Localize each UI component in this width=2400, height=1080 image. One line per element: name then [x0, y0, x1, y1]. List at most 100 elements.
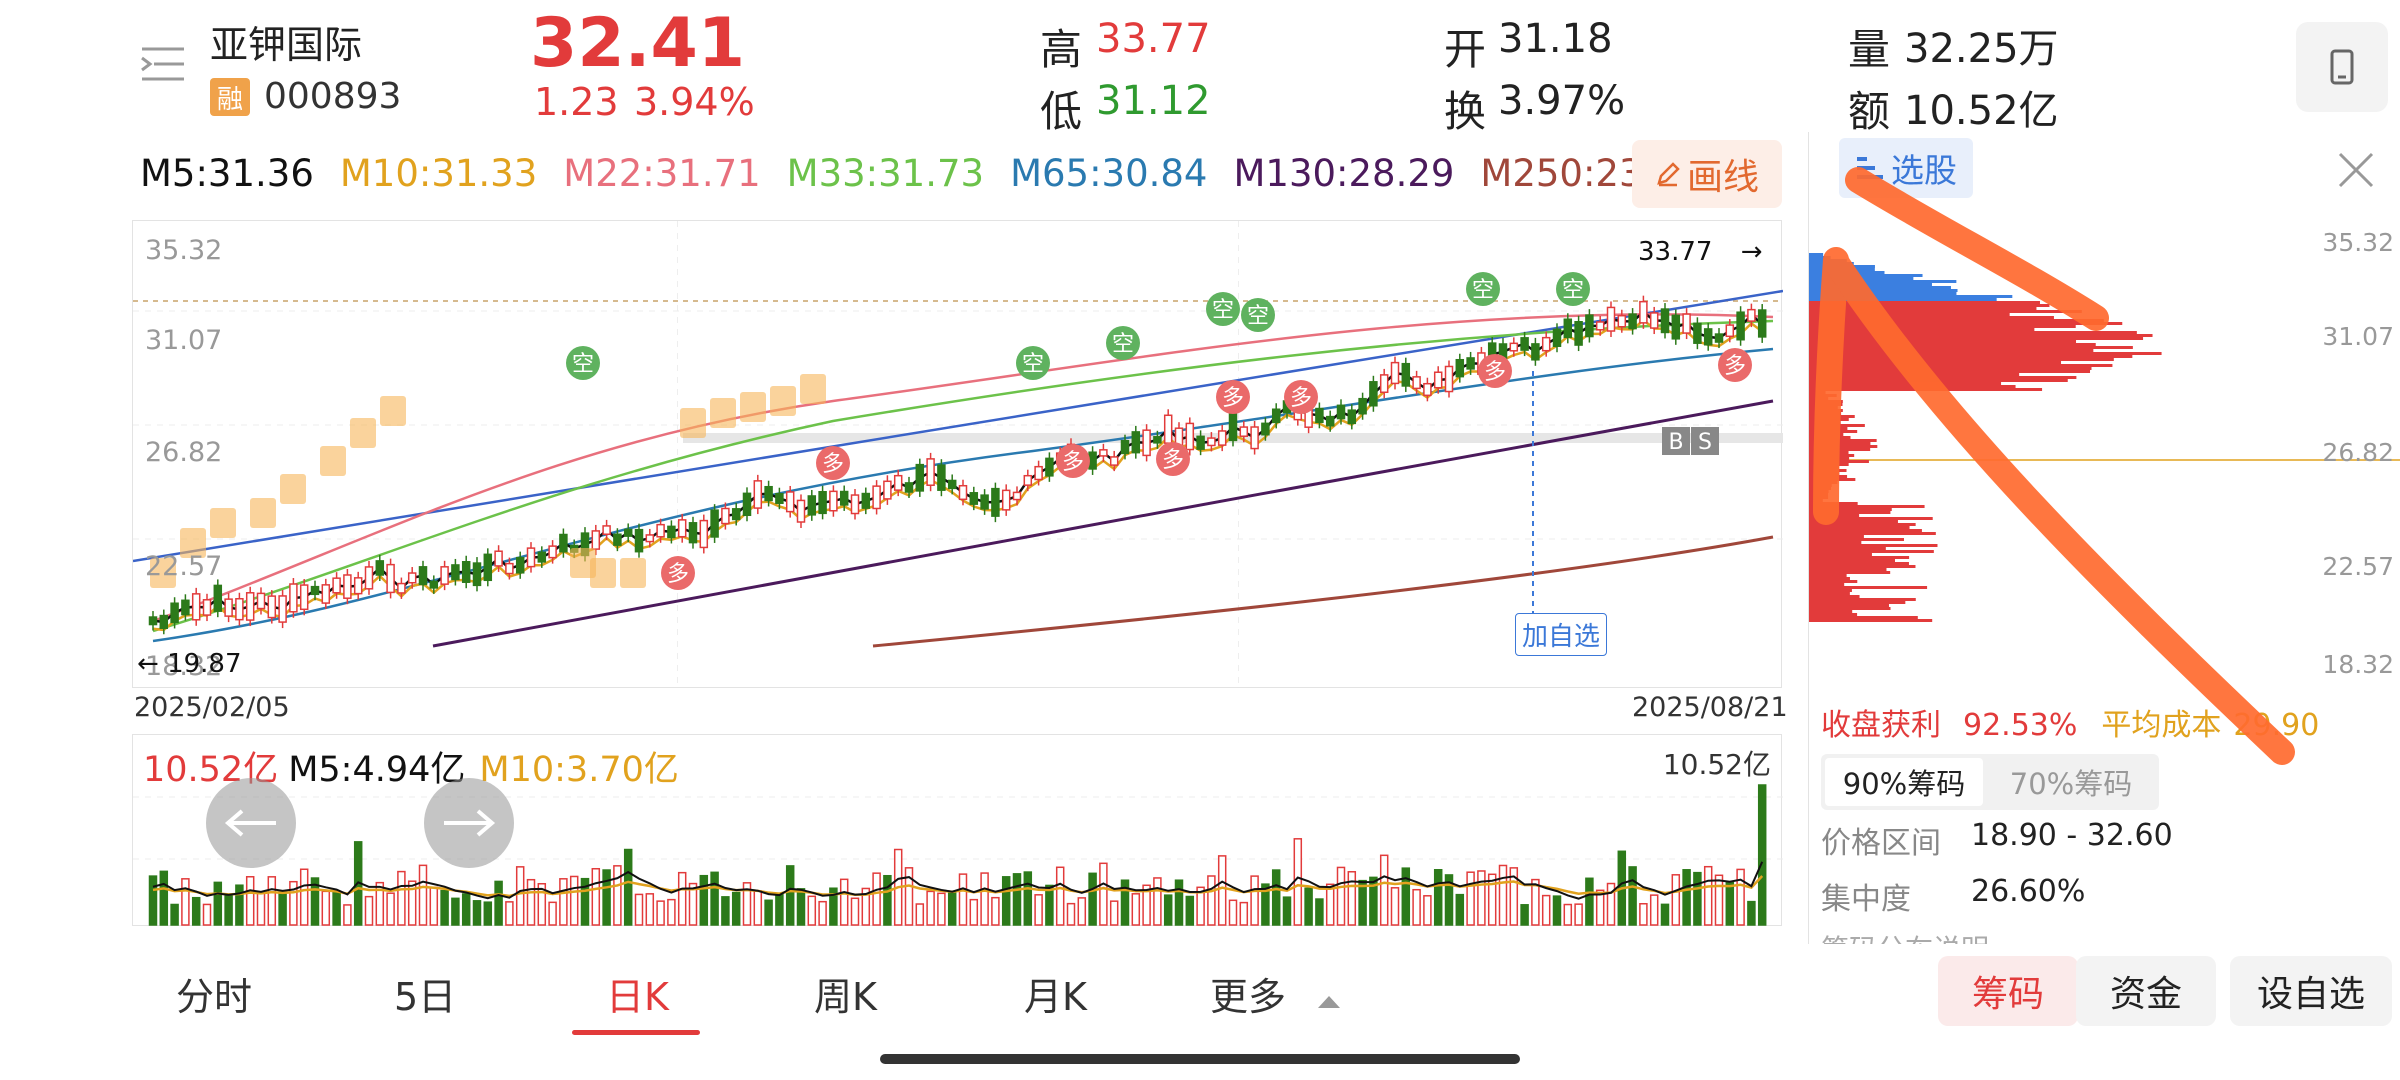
open-value: 31.18 [1498, 16, 1613, 62]
volume-label: 量 [1848, 25, 1891, 74]
scroll-right-button[interactable] [424, 778, 514, 868]
start-date: 2025/02/05 [134, 692, 290, 723]
svg-text:空: 空 [1562, 278, 1584, 303]
tab-intraday[interactable]: 分时 [176, 975, 253, 1019]
concentration-value: 26.60% [1971, 874, 2086, 909]
profit-label: 收盘获利 [1821, 708, 1941, 743]
svg-text:多: 多 [667, 562, 689, 587]
chips-button[interactable]: 筹码 [1938, 956, 2078, 1026]
svg-text:多: 多 [1062, 450, 1084, 475]
low-value: 31.12 [1096, 78, 1211, 124]
svg-text:多: 多 [1290, 386, 1312, 411]
svg-text:B: B [1668, 430, 1683, 455]
home-indicator[interactable] [880, 1054, 1520, 1064]
avg-cost-value: 29.90 [2233, 708, 2320, 743]
low-label: 低 [1040, 87, 1083, 136]
ma5-label: M5:31.36 [140, 152, 314, 195]
tab-daily-k[interactable]: 日K [606, 975, 669, 1019]
landscape-toggle-button[interactable] [2296, 22, 2388, 112]
vol-m10: M10:3.70亿 [479, 750, 679, 790]
amount-label: 额 [1848, 87, 1891, 136]
chip-note[interactable]: 筹码分布说明 [1821, 928, 1989, 944]
turnover-label: 换 [1444, 87, 1487, 136]
tab-monthly-k[interactable]: 月K [1024, 975, 1087, 1019]
caret-up-icon [1318, 996, 1341, 1008]
svg-text:多: 多 [1162, 448, 1184, 473]
tab-chip-70[interactable]: 70%筹码 [2009, 767, 2133, 801]
open-label: 开 [1444, 25, 1487, 74]
high-value: 33.77 [1096, 16, 1211, 62]
vol-m5: M5:4.94亿 [288, 750, 466, 790]
draw-line-button[interactable]: 画线 [1632, 140, 1782, 208]
volume-chart[interactable]: 10.52亿 M5:4.94亿 M10:3.70亿 10.52亿 [132, 734, 1783, 926]
chip-ytick-2: 26.82 [2322, 438, 2394, 467]
k-ytick-0: 35.32 [145, 235, 223, 266]
scroll-left-button[interactable] [206, 778, 296, 868]
svg-text:多: 多 [1724, 354, 1746, 379]
svg-text:空: 空 [1212, 298, 1234, 323]
concentration-label: 集中度 [1821, 882, 1911, 917]
draw-line-label: 画线 [1686, 157, 1759, 198]
k-ytick-1: 31.07 [145, 325, 223, 356]
chip-ytick-0: 35.32 [2322, 228, 2394, 257]
stock-name: 亚钾国际 [210, 23, 363, 67]
tab-5day[interactable]: 5日 [394, 975, 457, 1019]
arrow-right-icon [444, 809, 496, 837]
price-change: 1.23 [534, 80, 619, 124]
range-value: 18.90 - 32.60 [1971, 818, 2173, 853]
svg-text:多: 多 [1484, 360, 1506, 385]
volume-legend: 10.52亿 M5:4.94亿 M10:3.70亿 [143, 741, 679, 792]
ma22-label: M22:31.71 [563, 152, 761, 195]
tab-active-indicator [572, 1030, 700, 1035]
chip-ytick-4: 18.32 [2322, 650, 2394, 679]
ma-legend: M5:31.36 M10:31.33 M22:31.71 M33:31.73 M65:3… [140, 152, 1727, 195]
price-change-pct: 3.94% [634, 80, 755, 124]
profit-row: 收盘获利 92.53% 平均成本 29.90 [1821, 700, 2319, 744]
pencil-icon [1657, 162, 1680, 187]
arrow-left-icon [224, 809, 276, 837]
turnover-value: 3.97% [1498, 78, 1626, 124]
ma10-label: M10:31.33 [339, 152, 538, 195]
profit-value: 92.53% [1963, 708, 2078, 743]
tab-more[interactable]: 更多 [1210, 966, 1342, 1021]
amount-value: 10.52亿 [1904, 88, 2059, 134]
select-stock-button[interactable]: 选股 [1839, 138, 1973, 198]
svg-text:空: 空 [1022, 352, 1044, 377]
svg-text:多: 多 [822, 452, 844, 477]
low-price-marker: ← 19.87 [137, 649, 242, 679]
tab-weekly-k[interactable]: 周K [814, 975, 877, 1019]
tab-more-label: 更多 [1210, 975, 1287, 1019]
current-price: 32.41 [530, 4, 746, 83]
range-label: 价格区间 [1821, 826, 1941, 861]
add-watch-tag[interactable]: 加自选 [1515, 613, 1608, 656]
stock-code: 000893 [264, 76, 402, 117]
phone-rotate-icon [2330, 49, 2354, 85]
add-watch-button[interactable]: 设自选 [2230, 956, 2392, 1026]
margin-badge: 融 [210, 78, 250, 116]
ma65-label: M65:30.84 [1010, 152, 1208, 195]
chip-panel: 选股 35.32 31.07 26.82 22.57 18.32 收盘获利 92.… [1808, 132, 2400, 944]
avg-cost-label: 平均成本 [2101, 708, 2222, 743]
funds-button[interactable]: 资金 [2076, 956, 2216, 1026]
menu-icon[interactable] [140, 44, 186, 84]
k-ytick-4: 18.32 [145, 651, 223, 682]
ma130-label: M130:28.29 [1233, 152, 1455, 195]
k-ytick-2: 26.82 [145, 437, 223, 468]
high-price-marker: 33.77 → [1638, 237, 1763, 267]
tab-chip-90[interactable]: 90%筹码 [1825, 758, 1983, 806]
chip-tab-group: 90%筹码 70%筹码 [1821, 754, 2159, 810]
select-stock-label: 选股 [1891, 151, 1957, 190]
svg-text:多: 多 [1222, 386, 1244, 411]
k-ytick-3: 22.57 [145, 551, 223, 582]
ma33-label: M33:31.73 [786, 152, 985, 195]
svg-text:空: 空 [1247, 304, 1269, 329]
svg-text:空: 空 [1112, 332, 1134, 357]
vol-max-label: 10.52亿 [1662, 748, 1771, 781]
chip-ytick-1: 31.07 [2322, 322, 2394, 351]
chip-ytick-3: 22.57 [2322, 552, 2394, 581]
close-icon[interactable] [2336, 150, 2376, 190]
svg-text:空: 空 [572, 352, 594, 377]
svg-text:空: 空 [1472, 278, 1494, 303]
list-icon [1857, 157, 1883, 179]
